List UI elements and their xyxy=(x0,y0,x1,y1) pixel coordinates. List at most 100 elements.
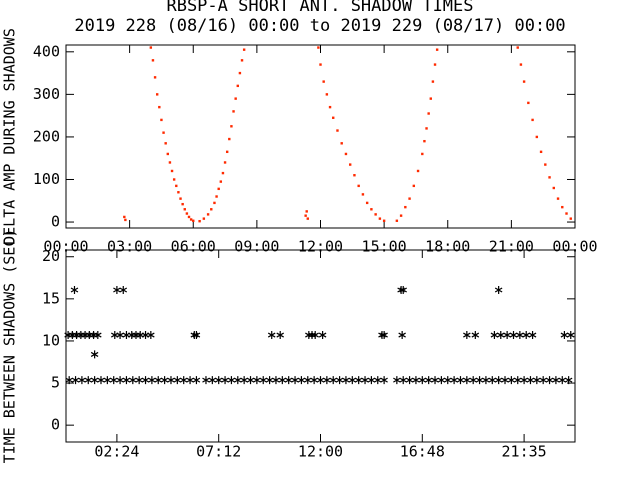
point xyxy=(181,202,184,206)
point xyxy=(153,76,157,79)
point xyxy=(531,118,534,122)
point xyxy=(228,137,231,141)
point xyxy=(198,219,201,223)
asterisk-point xyxy=(122,331,131,340)
asterisk-point xyxy=(463,331,471,340)
point xyxy=(556,197,560,200)
y-axis-label: DELTA AMP DURING SHADOWS xyxy=(1,28,19,245)
asterisk-point xyxy=(65,376,73,385)
asterisk-point xyxy=(494,376,503,385)
point xyxy=(336,129,339,132)
x-tick-label: 06:00 xyxy=(171,238,216,256)
x-tick-label: 00:00 xyxy=(552,238,597,256)
asterisk-point xyxy=(520,376,528,385)
x-tick-label: 18:00 xyxy=(425,238,470,256)
asterisk-point xyxy=(342,376,350,385)
point xyxy=(435,48,439,51)
point xyxy=(340,142,343,145)
point xyxy=(382,219,386,222)
asterisk-point xyxy=(147,331,155,340)
point xyxy=(192,219,195,222)
asterisk-point xyxy=(90,350,99,359)
asterisk-point xyxy=(539,376,547,385)
point xyxy=(206,213,210,216)
asterisk-point xyxy=(173,376,182,385)
asterisk-point xyxy=(240,376,248,385)
asterisk-point xyxy=(490,331,499,340)
asterisk-point xyxy=(85,331,94,340)
asterisk-point xyxy=(116,376,124,385)
asterisk-point xyxy=(566,331,575,340)
point xyxy=(234,97,237,100)
y-tick-label: 5 xyxy=(51,374,60,392)
asterisk-point xyxy=(311,331,319,340)
point xyxy=(230,125,233,128)
x-tick-label: 07:12 xyxy=(196,443,241,461)
asterisk-point xyxy=(329,376,338,385)
y-tick-label: 0 xyxy=(51,213,60,231)
asterisk-point xyxy=(399,286,407,294)
point xyxy=(423,139,426,143)
point xyxy=(431,80,435,83)
asterisk-point xyxy=(412,376,420,385)
asterisk-point xyxy=(113,286,121,294)
asterisk-point xyxy=(127,331,136,340)
point xyxy=(425,127,428,130)
asterisk-point xyxy=(68,331,77,340)
point xyxy=(421,152,424,156)
point xyxy=(319,63,322,66)
asterisk-point xyxy=(77,331,85,340)
point xyxy=(124,218,127,222)
point xyxy=(162,131,165,134)
asterisk-point xyxy=(443,376,452,385)
asterisk-point xyxy=(308,331,316,340)
asterisk-point xyxy=(469,376,477,385)
asterisk-point xyxy=(450,376,458,385)
asterisk-point xyxy=(122,376,131,385)
point xyxy=(160,118,163,122)
point xyxy=(328,105,332,109)
asterisk-point xyxy=(160,376,169,385)
point xyxy=(183,208,186,211)
point xyxy=(395,219,399,222)
asterisk-point xyxy=(501,376,509,385)
asterisk-point xyxy=(97,376,105,385)
x-tick-label: 12:00 xyxy=(298,238,343,256)
asterisk-point xyxy=(509,331,518,340)
asterisk-point xyxy=(132,331,140,340)
asterisk-point xyxy=(192,376,201,385)
asterisk-point xyxy=(393,376,401,385)
point xyxy=(185,212,189,215)
x-tick-label: 02:24 xyxy=(94,443,139,461)
y-tick-label: 15 xyxy=(42,289,60,307)
asterisk-point xyxy=(418,376,427,385)
point xyxy=(317,46,320,49)
point xyxy=(240,59,244,62)
asterisk-point xyxy=(192,331,201,340)
point xyxy=(527,101,530,105)
point xyxy=(399,214,403,217)
point xyxy=(225,150,229,154)
x-tick-label: 21:35 xyxy=(502,443,547,461)
asterisk-point xyxy=(278,376,287,385)
point xyxy=(221,171,225,175)
point xyxy=(357,184,360,188)
point xyxy=(149,46,153,49)
asterisk-point xyxy=(482,376,490,385)
point xyxy=(238,71,242,75)
point xyxy=(177,191,180,194)
asterisk-point xyxy=(221,376,229,385)
asterisk-point xyxy=(78,376,86,385)
point xyxy=(158,105,161,109)
asterisk-point xyxy=(154,376,163,385)
plot-frame xyxy=(65,249,576,443)
point xyxy=(187,215,191,219)
point xyxy=(322,80,325,83)
point xyxy=(170,169,174,173)
asterisk-point xyxy=(522,331,530,340)
point xyxy=(123,215,126,219)
plot-frame xyxy=(65,44,576,229)
asterisk-point xyxy=(81,331,89,340)
point xyxy=(361,193,365,196)
point xyxy=(306,217,309,220)
